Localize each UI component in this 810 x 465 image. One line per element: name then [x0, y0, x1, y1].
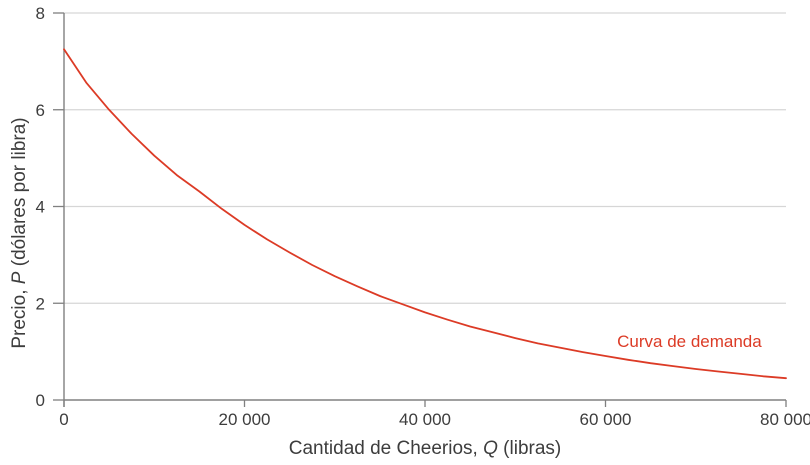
- x-tick-label: 20 000: [219, 410, 271, 429]
- y-tick-label: 0: [36, 391, 45, 410]
- x-tick-label: 0: [59, 410, 68, 429]
- x-axis-label: Cantidad de Cheerios, Q (libras): [289, 438, 561, 460]
- x-tick-label: 80 000: [760, 410, 810, 429]
- y-tick-label: 8: [36, 4, 45, 23]
- y-axis-label-suffix: (dólares por libra): [9, 117, 30, 272]
- x-axis-label-suffix: (libras): [497, 438, 562, 459]
- x-axis-label-variable: Q: [483, 438, 498, 459]
- y-axis-label-prefix: Precio,: [9, 284, 30, 349]
- x-axis-label-prefix: Cantidad de Cheerios,: [288, 438, 484, 459]
- y-tick-label: 6: [36, 101, 45, 120]
- x-tick-label: 60 000: [580, 410, 632, 429]
- y-axis-label: Precio, P (dólares por libra): [9, 117, 31, 348]
- curve-label: Curva de demanda: [617, 331, 762, 351]
- y-tick-label: 2: [36, 294, 45, 313]
- x-tick-label: 40 000: [399, 410, 451, 429]
- y-tick-label: 4: [36, 198, 45, 217]
- demand-curve-path: [63, 48, 787, 380]
- y-axis-label-variable: P: [9, 271, 30, 285]
